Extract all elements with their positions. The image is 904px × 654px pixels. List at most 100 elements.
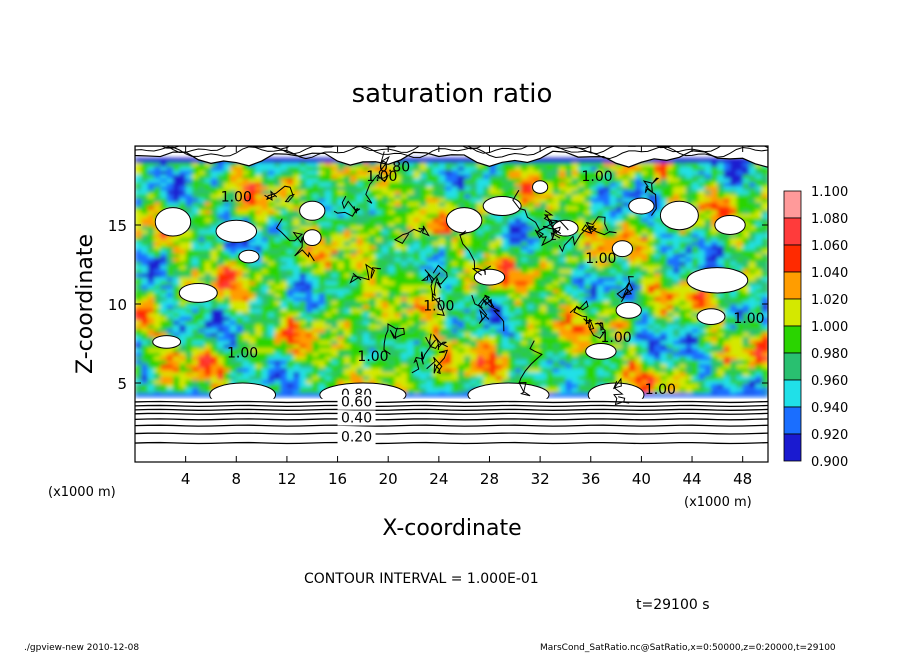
contour-line: [365, 151, 390, 204]
x-tick-label: 40: [632, 470, 651, 488]
contour-label: 1.00: [582, 169, 613, 185]
contour-line: [136, 146, 768, 155]
colorbar-swatch: [783, 406, 802, 435]
contour-line: [518, 340, 543, 397]
contour-labels: 0.801.00 1.001.001.001.001.001.001.00 1.00…: [221, 159, 765, 445]
contour-line: [264, 185, 295, 203]
y-axis-label: Z-coordinate: [73, 234, 98, 374]
contour-line: [160, 146, 768, 150]
contour-label: 1.00: [366, 169, 397, 185]
contour-line: [420, 269, 445, 316]
contour-label: 0.60: [341, 395, 372, 411]
dry-region: [178, 282, 218, 303]
dry-region: [615, 301, 642, 319]
contour-line: [543, 210, 561, 241]
contour-line: [429, 333, 448, 350]
x-tick-label: 36: [581, 470, 600, 488]
footer-left: ./gpview-new 2010-12-08: [24, 643, 139, 653]
contour-label: 1.00: [423, 298, 454, 314]
contour-line: [393, 225, 430, 244]
contour-line: [613, 377, 630, 406]
saturation-field: [135, 146, 768, 462]
colorbar-label: 0.920: [811, 428, 848, 443]
y-axis: 5 10 15: [108, 217, 768, 393]
dry-region: [714, 215, 746, 235]
dry-region: [686, 267, 749, 294]
contour-line: [642, 177, 660, 216]
colorbar-label: 1.000: [811, 320, 848, 335]
x-tick-label: 44: [682, 470, 701, 488]
colorbar-swatch: [783, 379, 802, 408]
contour-label: 1.00: [357, 349, 388, 365]
x-axis-unit: (x1000 m): [684, 495, 752, 510]
y-tick-label: 5: [117, 375, 127, 393]
x-tick-label: 48: [733, 470, 752, 488]
contour-line: [558, 224, 597, 253]
contour-lines: [135, 146, 768, 445]
colorbar-swatch: [783, 190, 802, 219]
contour-line: [135, 404, 768, 408]
colorbar-swatch: [783, 298, 802, 327]
contour-line: [135, 412, 768, 415]
colorbar-label: 0.940: [811, 401, 848, 416]
dry-region: [215, 219, 258, 243]
dry-region: [585, 343, 617, 360]
heatmap-blobs: [135, 146, 768, 462]
colorbar-label: 1.020: [811, 293, 848, 308]
dry-region: [482, 196, 522, 217]
dry-region: [152, 335, 182, 349]
x-tick-label: 8: [232, 470, 242, 488]
dry-region: [238, 249, 260, 264]
contour-line: [383, 323, 405, 355]
contour-line: [588, 318, 606, 339]
contour-line: [512, 189, 562, 235]
colorbar-swatch: [783, 352, 802, 381]
contour-label: 1.00: [600, 330, 631, 346]
contour-line: [135, 400, 768, 404]
contour-label: 1.00: [227, 346, 258, 362]
colorbar-swatch: [783, 217, 802, 246]
colorbar-label: 1.060: [811, 239, 848, 254]
dry-region: [696, 308, 726, 326]
contour-label: 1.00: [733, 311, 764, 327]
contour-line: [411, 336, 436, 374]
colorbar-label: 0.960: [811, 374, 848, 389]
x-tick-label: 32: [531, 470, 550, 488]
contour-line: [471, 294, 492, 324]
contour-line: [569, 300, 593, 325]
upper-dry-region: [135, 146, 768, 168]
contour-label-bg: [337, 429, 376, 445]
dry-region: [445, 207, 483, 234]
dry-region: [532, 180, 549, 194]
contour-label: 0.40: [341, 411, 372, 427]
colorbar-label: 1.040: [811, 266, 848, 281]
contour-line: [349, 263, 382, 284]
colorbar-swatch: [783, 433, 802, 462]
x-tick-label: 24: [429, 470, 448, 488]
x-tick-label: 4: [181, 470, 191, 488]
contour-line: [275, 218, 315, 262]
colorbar: 1.100 1.080 1.060 1.040 1.020 1.000 0.980 0.960…: [783, 185, 848, 470]
x-tick-label: 12: [277, 470, 296, 488]
colorbar-swatch: [783, 325, 802, 354]
contour-line: [426, 349, 449, 375]
contour-line: [431, 264, 448, 302]
dry-region: [299, 200, 326, 221]
contour-label: 0.20: [341, 429, 372, 445]
y-tick-label: 15: [108, 217, 127, 235]
contour-line: [135, 424, 768, 427]
x-axis-label: X-coordinate: [382, 516, 521, 541]
x-tick-label: 20: [379, 470, 398, 488]
y-tick-label: 10: [108, 296, 127, 314]
chart-title: saturation ratio: [352, 79, 553, 109]
contour-line: [585, 216, 617, 236]
x-tick-label: 28: [480, 470, 499, 488]
dry-region: [154, 207, 192, 237]
upper-boundary-band: [135, 157, 768, 163]
contour-line: [135, 408, 768, 411]
contour-label: 1.00: [585, 251, 616, 267]
colorbar-label: 1.080: [811, 212, 848, 227]
time-label: t=29100 s: [636, 597, 710, 613]
contour-interval: CONTOUR INTERVAL = 1.000E-01: [304, 571, 539, 587]
